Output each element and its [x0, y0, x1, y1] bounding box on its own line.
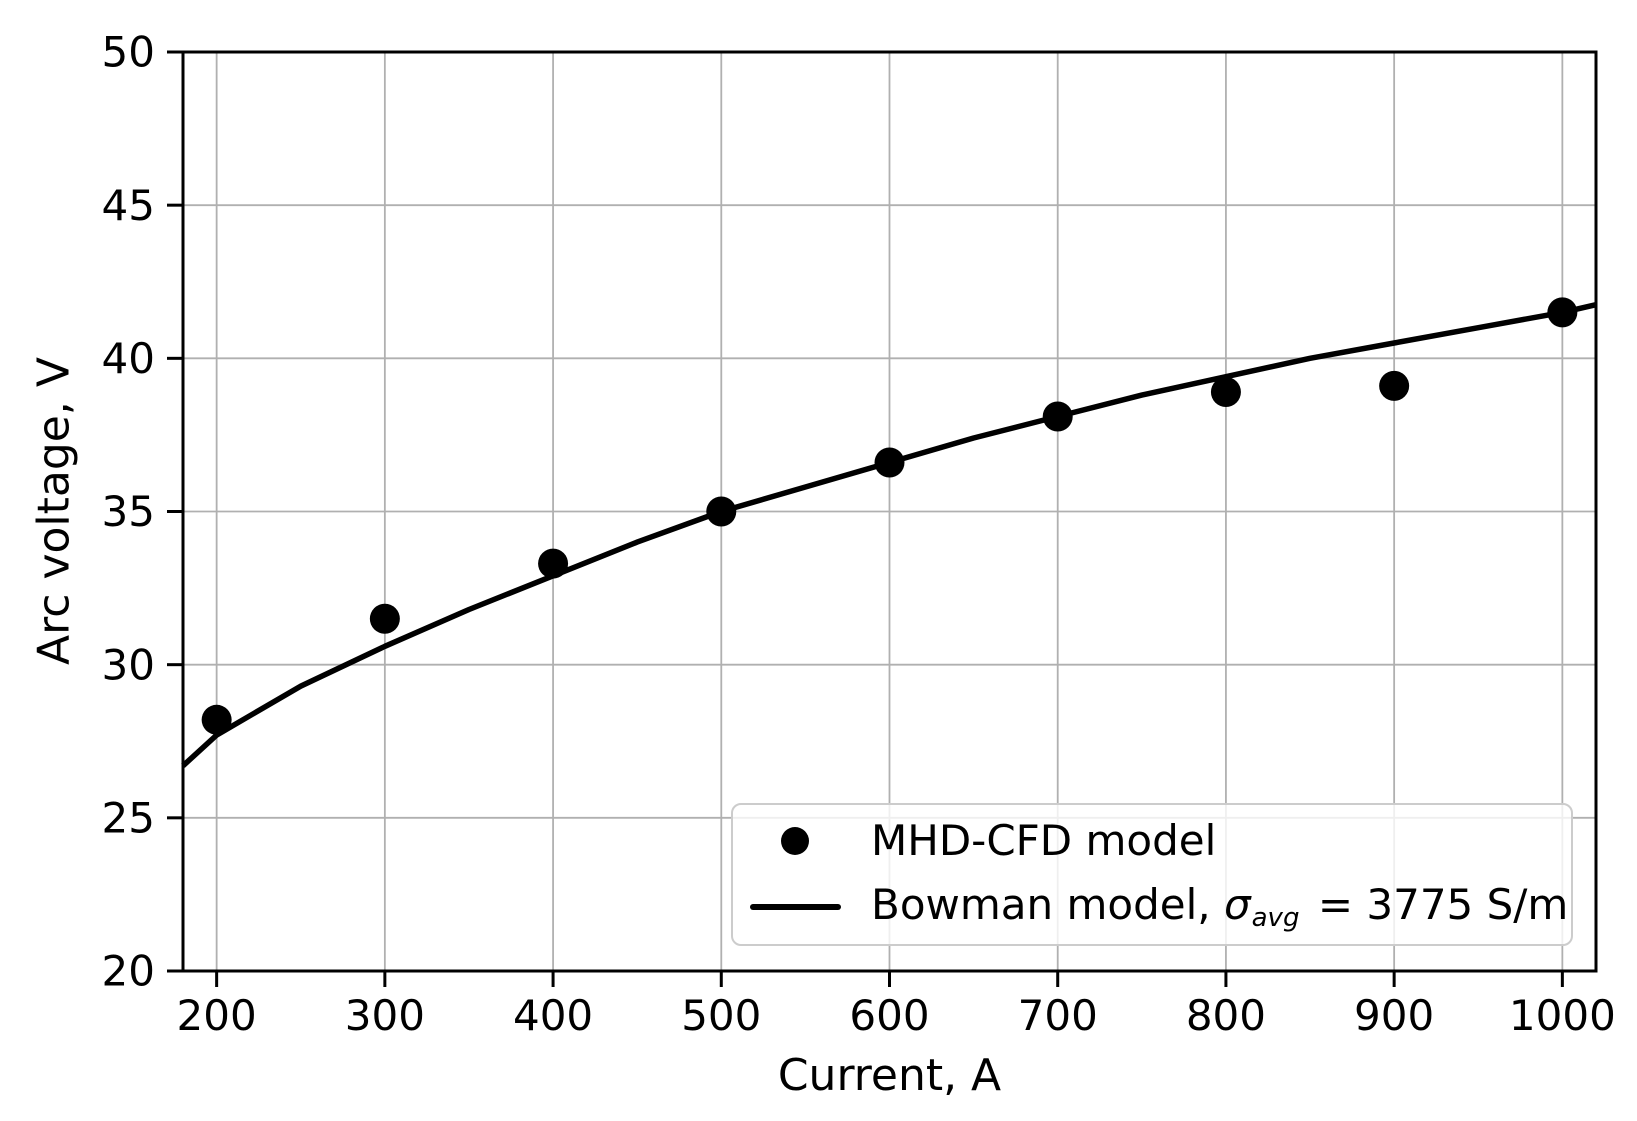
legend: MHD-CFD model Bowman model, σavg = 3775 … — [731, 803, 1573, 946]
sigma-subscript: avg — [1251, 903, 1300, 934]
legend-item-label: MHD-CFD model — [871, 816, 1217, 865]
legend-label-prefix: Bowman model, — [871, 879, 1224, 929]
y-tick-label: 30 — [102, 640, 155, 689]
x-tick-label: 700 — [1018, 991, 1098, 1040]
x-tick-label: 400 — [513, 991, 593, 1040]
axes-frame — [181, 50, 1598, 973]
line-marker-icon — [749, 903, 841, 910]
model-curve — [181, 302, 1597, 768]
x-tick-label: 1000 — [1509, 991, 1616, 1040]
legend-item-label: Bowman model, σavg = 3775 S/m — [871, 880, 1568, 933]
y-tick-label: 50 — [102, 28, 155, 77]
data-point — [1379, 370, 1410, 401]
sigma-symbol: σ — [1223, 879, 1251, 929]
data-point — [369, 603, 400, 634]
y-tick-label: 20 — [102, 947, 155, 996]
legend-item-bowman: Bowman model, σavg = 3775 S/m — [749, 880, 1568, 934]
scatter-marker-icon — [781, 826, 809, 855]
x-tick-label: 300 — [345, 991, 425, 1040]
legend-marker-cell — [749, 903, 841, 910]
x-tick-label: 900 — [1354, 991, 1434, 1040]
y-tick-label: 40 — [102, 334, 155, 383]
x-tick-label: 500 — [681, 991, 761, 1040]
y-tick-label: 35 — [102, 487, 155, 536]
x-tick-label: 200 — [177, 991, 257, 1040]
data-point — [1210, 377, 1241, 408]
data-point — [201, 704, 232, 735]
x-tick-label: 600 — [849, 991, 929, 1040]
x-axis-label: Current, A — [777, 1050, 1002, 1101]
y-axis-label: Arc voltage, V — [28, 357, 80, 665]
legend-item-mhd-cfd: MHD-CFD model — [749, 814, 1561, 868]
legend-marker-cell — [749, 826, 841, 855]
y-tick-label: 45 — [102, 181, 155, 230]
legend-label-suffix: = 3775 S/m — [1304, 879, 1569, 929]
y-tick-label: 25 — [102, 794, 155, 843]
x-tick-label: 800 — [1186, 991, 1266, 1040]
